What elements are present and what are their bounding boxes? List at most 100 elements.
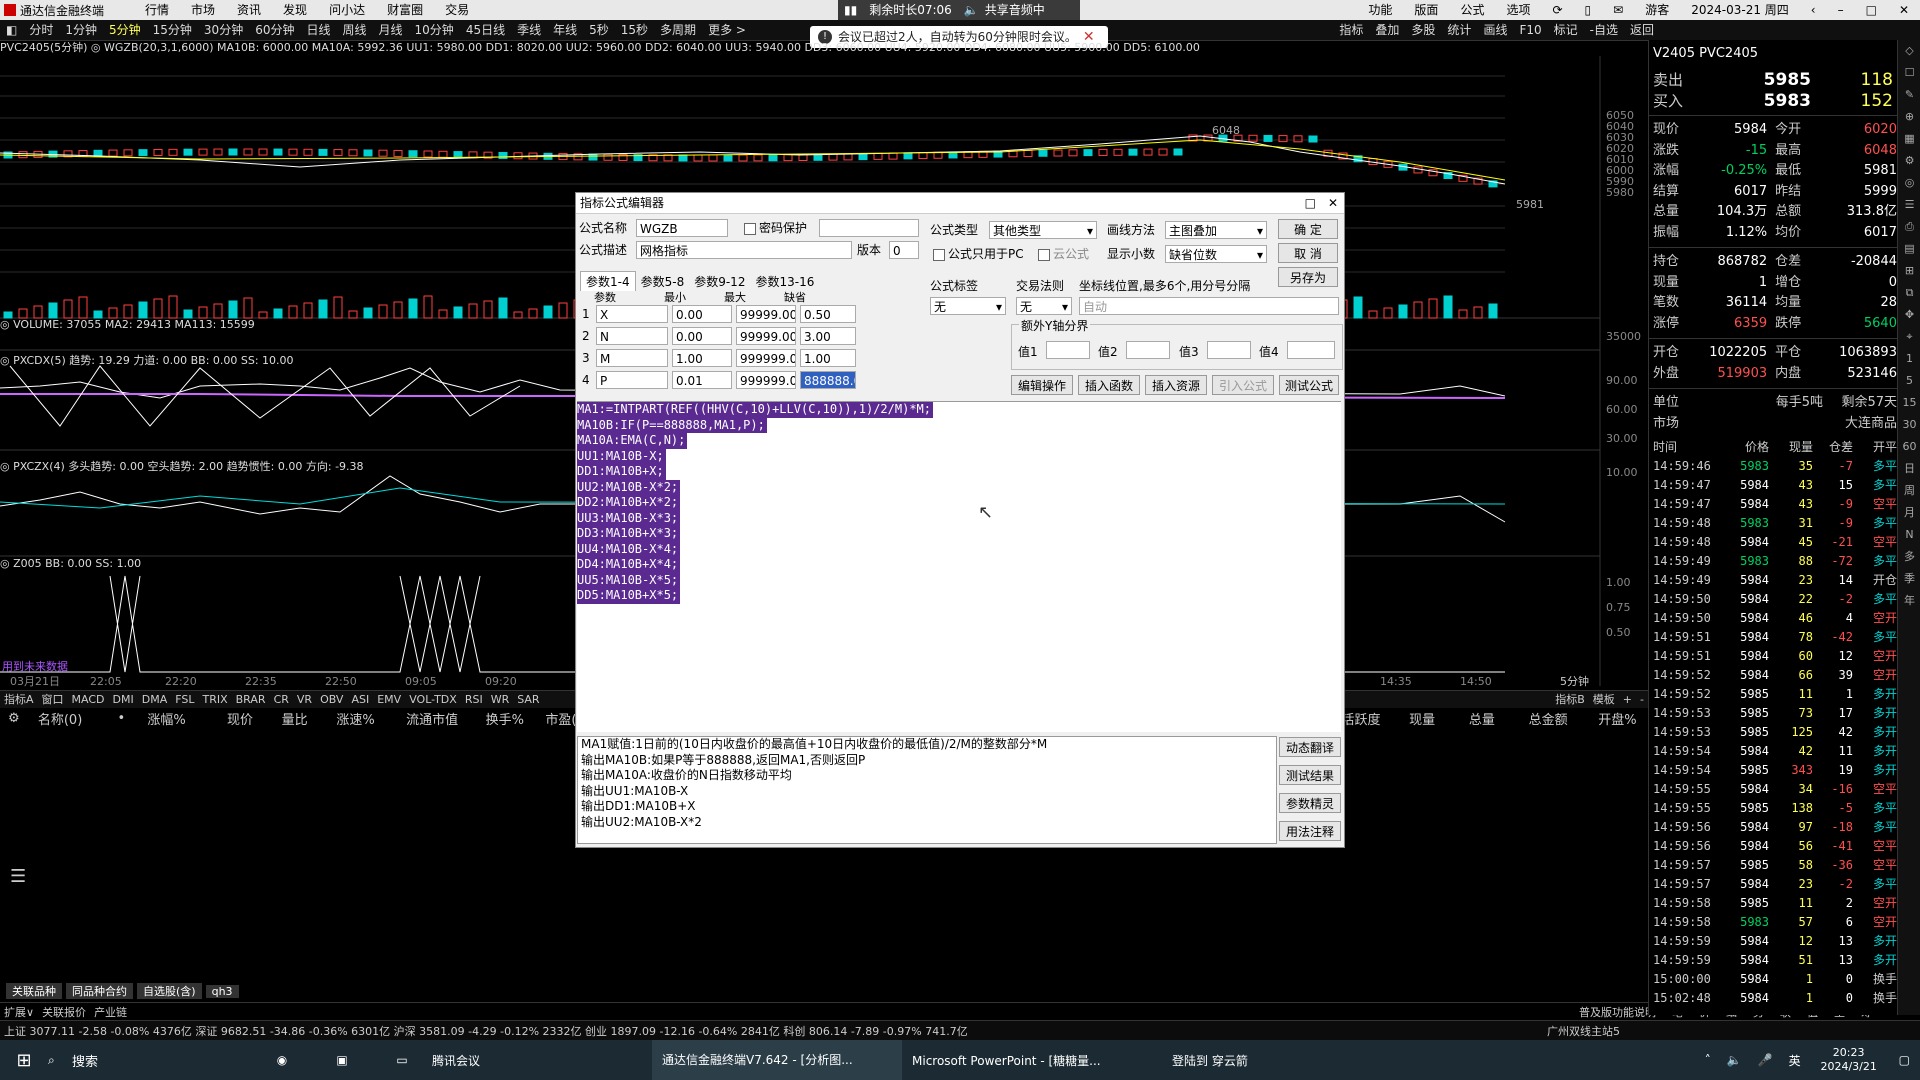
menu-item-formula[interactable]: 公式 [1460,3,1485,17]
toolbar-back[interactable]: 返回 [1629,23,1654,37]
indicator-tab-a[interactable]: 指标A [4,693,34,706]
sidebar-icon-13[interactable]: ✥ [1904,308,1915,321]
formula-name-input[interactable]: WGZB [636,219,728,237]
period-60min[interactable]: 60分钟 [255,23,295,37]
indicator-tab-wr[interactable]: WR [490,693,510,706]
col-speed[interactable]: 涨速% [336,712,375,728]
menu-item-ask[interactable]: 问小达 [329,3,366,17]
indicator-tab-macd[interactable]: MACD [71,693,105,706]
tab-qh3[interactable]: qh3 [205,984,239,998]
param-field[interactable]: 0.50 [800,305,856,323]
sidebar-period-15[interactable]: 15 [1902,396,1917,409]
dialog-maximize-icon[interactable]: □ [1304,196,1316,210]
sidebar-period-5[interactable]: 5 [1906,374,1913,387]
server-label[interactable]: 广州双线主站5 [1547,1025,1620,1038]
formula-desc-input[interactable]: 网格指标 [636,241,852,259]
indicator-tab-window[interactable]: 窗口 [41,693,64,706]
import-formula-button[interactable]: 引入公式 [1212,375,1274,395]
param-wizard-button[interactable]: 参数精灵 [1279,793,1341,813]
taskbar-app-remote[interactable]: 登陆到 穿云箭 [1172,1053,1248,1068]
tag-select[interactable]: 无 ▾ [930,297,1006,315]
period-45day[interactable]: 45日线 [465,23,506,37]
period-30min[interactable]: 30分钟 [203,23,244,37]
sidebar-icon-4[interactable]: ⊕ [1904,110,1915,123]
sidebar-icon-1[interactable]: ◇ [1905,44,1914,57]
search-icon[interactable]: ⌕ [48,1052,55,1067]
indicator-tab-obv[interactable]: OBV [320,693,344,706]
col-cur-vol[interactable]: 现量 [1409,712,1436,728]
sidebar-period-day[interactable]: 日 [1904,462,1915,475]
pc-only-check-box[interactable] [933,248,945,261]
param-field[interactable]: P [596,371,668,389]
sidebar-period-quarter[interactable]: 季 [1904,572,1915,585]
param-field[interactable]: 999999.0 [736,349,796,367]
dialog-close-icon[interactable]: ✕ [1327,196,1338,210]
col-float-cap[interactable]: 流通市值 [406,712,459,728]
sidebar-icon-11[interactable]: ⊞ [1904,264,1915,277]
col-name[interactable]: 名称(0) [37,712,83,728]
period-quarter[interactable]: 季线 [517,23,542,37]
password-checkbox[interactable]: 密码保护 [744,219,807,237]
sidebar-icon-12[interactable]: ⧉ [1905,286,1914,299]
param-tab-13-16[interactable]: 参数13-16 [755,274,815,289]
toast-close-icon[interactable]: ✕ [1082,29,1095,45]
param-tab-5-8[interactable]: 参数5-8 [640,274,685,289]
param-field[interactable]: 3.00 [800,327,856,345]
toolbar-stats[interactable]: 统计 [1447,23,1472,37]
param-tab-9-12[interactable]: 参数9-12 [694,274,746,289]
indicator-tab-vr[interactable]: VR [296,693,313,706]
taskbar-app-tdx[interactable]: 通达信金融终端V7.642 - [分析图... [652,1040,902,1080]
period-year[interactable]: 年线 [553,23,578,37]
col-price[interactable]: 现价 [226,712,253,728]
indicator-tab-dmi[interactable]: DMI [112,693,134,706]
indicator-tab-sar[interactable]: SAR [517,693,540,706]
period-fenshi[interactable]: 分时 [29,23,54,37]
col-activity[interactable]: 活跃度 [1341,712,1381,728]
sidebar-period-n[interactable]: N [1905,528,1914,541]
period-5sec[interactable]: 5秒 [589,23,609,37]
indicator-tab-rsi[interactable]: RSI [464,693,483,706]
sidebar-period-month[interactable]: 月 [1904,506,1915,519]
menu-item-discover[interactable]: 发现 [283,3,308,17]
sidebar-period-60[interactable]: 60 [1902,440,1917,453]
clock[interactable]: 20:23 2024/3/21 [1820,1046,1877,1073]
indicator-tab-emv[interactable]: EMV [377,693,402,706]
meeting-sharing[interactable]: 共享音频中 [984,3,1045,17]
draw-method-select[interactable]: 主图叠加 ▾ [1165,221,1267,239]
usage-notes-button[interactable]: 用法注释 [1279,821,1341,841]
indicator-tab-b[interactable]: 指标B [1555,693,1585,706]
sidebar-icon-10[interactable]: ▤ [1904,242,1915,255]
index-quotes[interactable]: 上证 3077.11 -2.58 -0.08% 4376亿 深证 9682.51… [4,1025,968,1038]
tray-chevron-icon[interactable]: ˄ [1704,1053,1711,1067]
sidebar-period-multi[interactable]: 多 [1904,550,1915,563]
menu-item-market[interactable]: 行情 [145,3,170,17]
indicator-tab-asi[interactable]: ASI [351,693,370,706]
tab-related-quotes[interactable]: 关联报价 [42,1006,87,1019]
windows-start-icon[interactable]: ⊞ [16,1049,32,1071]
cloud-check-box[interactable] [1038,248,1050,261]
sidebar-icon-3[interactable]: ✎ [1904,88,1915,101]
sidebar-period-year[interactable]: 年 [1904,594,1915,607]
menu-item-options[interactable]: 选项 [1506,3,1531,17]
phone-icon[interactable]: ▯ [1584,3,1592,17]
cloud-checkbox[interactable]: 云公式 [1038,245,1089,263]
col-open-pct[interactable]: 开盘% [1598,712,1637,728]
cancel-button[interactable]: 取 消 [1278,243,1338,263]
sidebar-icon-14[interactable]: ⌖ [1906,330,1913,343]
axis-position-input[interactable]: 自动 [1079,297,1339,315]
save-as-button[interactable]: 另存为 [1278,267,1338,287]
toolbar-indicator[interactable]: 指标 [1339,23,1364,37]
tab-related[interactable]: 关联品种 [6,983,62,999]
param-field[interactable]: 0.00 [672,327,732,345]
menu-item-layout[interactable]: 版面 [1414,3,1439,17]
param-field[interactable]: 99999.00 [736,305,796,323]
edit-ops-button[interactable]: 编辑操作 [1011,375,1073,395]
sidebar-period-1[interactable]: 1 [1906,352,1913,365]
taskbar-search[interactable]: 搜索 [72,1054,99,1070]
toolbar-draw[interactable]: 画线 [1483,23,1508,37]
version-input[interactable]: 0 [889,241,919,259]
tab-same-contracts[interactable]: 同品种合约 [66,983,133,999]
period-15sec[interactable]: 15秒 [620,23,649,37]
indicator-tab-dma[interactable]: DMA [141,693,168,706]
back-icon[interactable]: ‹ [1810,3,1816,17]
